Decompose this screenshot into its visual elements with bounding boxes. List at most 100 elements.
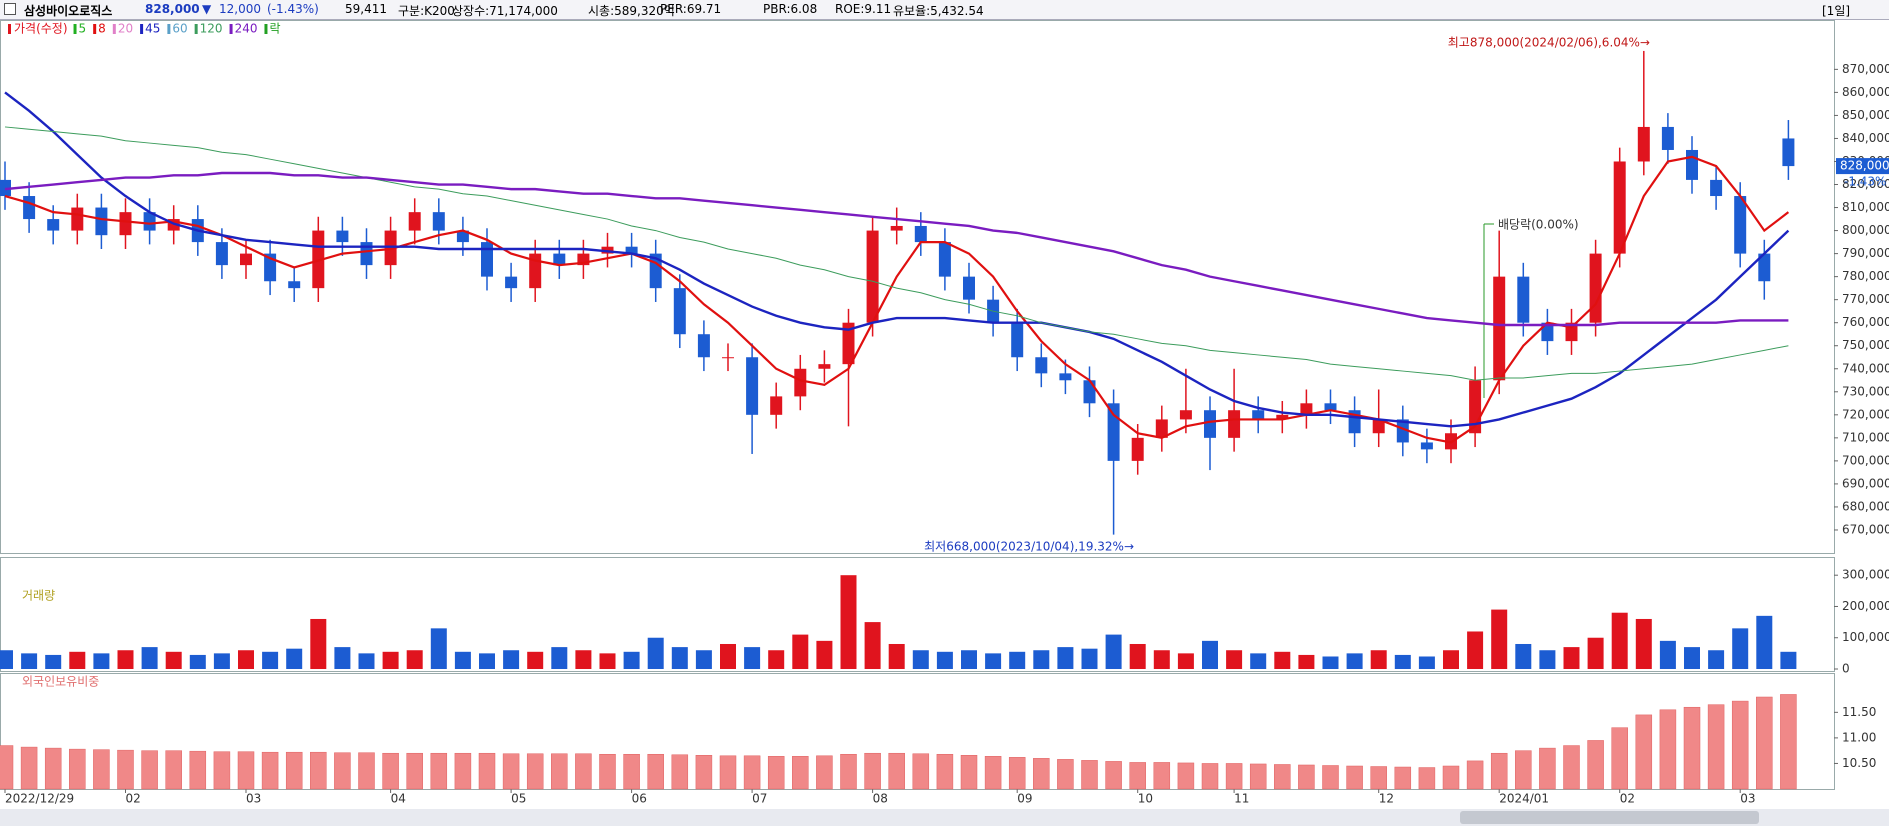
scrollbar[interactable]: [0, 809, 1889, 826]
candle-body: [1734, 196, 1747, 254]
y-tick-label: 300,000: [1842, 568, 1889, 582]
bar: [984, 756, 1002, 790]
bar: [1129, 643, 1146, 669]
candle-body: [577, 253, 590, 266]
bar: [1201, 763, 1219, 790]
bar: [792, 634, 809, 669]
volume: 59,411: [345, 2, 387, 16]
bar: [1202, 640, 1218, 669]
bar: [20, 746, 38, 790]
candle-body: [1396, 419, 1409, 443]
bar: [671, 754, 689, 790]
y-tick-label: 720,000: [1842, 407, 1889, 421]
y-tick-label: 850,000: [1842, 108, 1889, 122]
scroll-thumb[interactable]: [1460, 811, 1759, 824]
y-tick-label: 810,000: [1842, 200, 1889, 214]
bar: [551, 647, 568, 669]
bar: [720, 643, 736, 669]
legend-item: 120: [200, 22, 223, 36]
bar: [117, 749, 134, 790]
period[interactable]: [1일]: [1822, 4, 1851, 18]
price: 828,000: [145, 2, 200, 16]
candle-body: [1517, 276, 1530, 323]
bar: [310, 751, 327, 790]
price-tag: [1836, 158, 1889, 175]
bar: [864, 622, 881, 669]
y-tick-label: 740,000: [1842, 361, 1889, 375]
bar: [1515, 750, 1532, 790]
bar: [1587, 637, 1604, 669]
bar: [1635, 618, 1652, 669]
change-pct: (-1.43%): [267, 2, 319, 16]
bar: [1684, 647, 1700, 669]
checkbox[interactable]: [4, 3, 16, 15]
bar: [816, 640, 833, 669]
y-tick-label: 750,000: [1842, 338, 1889, 352]
candle-body: [746, 357, 759, 415]
candle-body: [336, 230, 349, 243]
bar: [1394, 654, 1411, 669]
bar: [719, 755, 737, 790]
bar: [695, 650, 712, 669]
candle-body: [722, 357, 734, 359]
bar: [1683, 706, 1701, 790]
bar: [141, 647, 158, 669]
x-tick-label: 02: [126, 792, 141, 806]
bar: [1394, 766, 1412, 790]
candle-body: [288, 281, 301, 289]
candle-body: [1155, 419, 1168, 438]
bar: [1274, 764, 1291, 790]
bar: [671, 647, 688, 669]
y-tick-label: 790,000: [1842, 246, 1889, 260]
bar: [1732, 628, 1749, 669]
y-tick-label: 730,000: [1842, 384, 1889, 398]
bar: [189, 750, 207, 790]
bar: [430, 752, 448, 790]
candle-body: [866, 230, 879, 323]
bar: [1274, 651, 1291, 669]
bar: [1563, 745, 1580, 790]
y-tick-label: 840,000: [1842, 131, 1889, 145]
bar: [44, 747, 62, 790]
bar: [1780, 694, 1797, 790]
bar: [1707, 704, 1725, 790]
bar: [503, 650, 520, 669]
bar: [768, 650, 785, 669]
bar: [69, 748, 86, 790]
x-tick-label: 09: [1017, 792, 1032, 806]
bar: [1033, 650, 1050, 669]
bar: [1057, 759, 1074, 790]
candle-body: [1204, 410, 1216, 438]
y-tick-label: 11.00: [1842, 730, 1876, 744]
y-tick-label: 710,000: [1842, 430, 1889, 444]
legend-item: 45: [145, 22, 160, 36]
candle-body: [794, 368, 807, 397]
bar: [936, 651, 953, 669]
bar: [1081, 760, 1098, 790]
candle-body: [408, 212, 421, 231]
bar: [430, 628, 447, 669]
bar: [816, 755, 833, 790]
y-tick-label: 780,000: [1842, 269, 1889, 283]
legend-swatch: [8, 24, 11, 34]
y-tick-label: 870,000: [1842, 62, 1889, 76]
candle-body: [1083, 380, 1096, 404]
bar: [502, 753, 520, 790]
candle-body: [529, 253, 542, 289]
bar: [286, 648, 303, 669]
candle-body: [1059, 373, 1072, 381]
x-tick-label: 2024/01: [1499, 792, 1549, 806]
legend-item: 240: [235, 22, 258, 36]
candle-body: [1107, 403, 1120, 461]
legend-swatch: [73, 24, 77, 34]
candle-body: [1252, 410, 1265, 420]
x-tick-label: 12: [1379, 792, 1394, 806]
bar: [1057, 647, 1074, 669]
candle-body: [1637, 126, 1650, 162]
candle-body: [1613, 161, 1626, 254]
ma-line: [4, 126, 1789, 381]
candle-body: [481, 242, 493, 277]
bar: [575, 753, 592, 790]
ma-line: [4, 155, 1790, 444]
y-tick-label: 100,000: [1842, 630, 1889, 644]
